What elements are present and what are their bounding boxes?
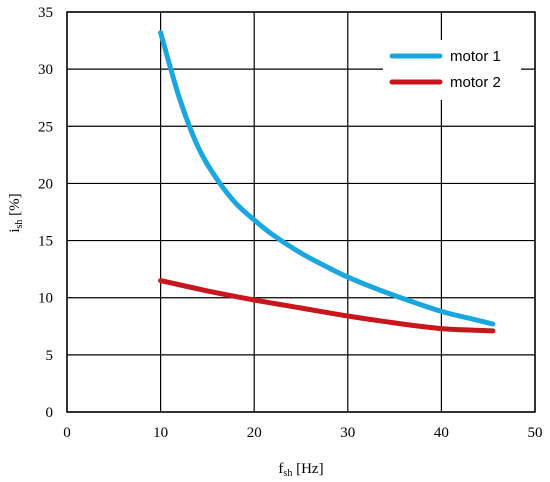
legend-box <box>383 40 521 100</box>
plot-area-frame <box>66 11 536 413</box>
y-axis-title-main: i <box>7 228 23 232</box>
legend: motor 1 motor 2 <box>383 40 521 100</box>
x-tick-label-10: 10 <box>153 425 168 441</box>
x-tick-label-50: 50 <box>528 425 543 441</box>
y-tick-label-20: 20 <box>38 176 53 192</box>
x-axis-title-unit: [Hz] <box>292 461 323 477</box>
y-tick-label-5: 5 <box>46 348 54 364</box>
y-tick-label-15: 15 <box>38 234 53 250</box>
series-line-motor-2 <box>158 278 496 334</box>
series-lines <box>158 30 496 334</box>
x-axis-title-main: f <box>278 461 283 477</box>
y-axis-title-sub: sh <box>14 220 25 229</box>
y-axis-title-unit: [%] <box>7 193 23 219</box>
series-line-motor-1 <box>158 30 496 327</box>
legend-label-motor-2: motor 2 <box>450 74 501 91</box>
x-tick-label-40: 40 <box>434 425 449 441</box>
y-tick-label-30: 30 <box>38 62 53 78</box>
x-tick-label-0: 0 <box>63 425 71 441</box>
legend-label-motor-1: motor 1 <box>450 48 501 65</box>
y-tick-label-25: 25 <box>38 119 53 135</box>
y-tick-labels: 0 5 10 15 20 25 30 35 <box>38 5 53 421</box>
y-tick-label-35: 35 <box>38 5 53 21</box>
x-axis-title-sub: sh <box>283 468 292 479</box>
x-tick-label-20: 20 <box>247 425 262 441</box>
x-tick-labels: 0 10 20 30 40 50 <box>63 425 542 441</box>
x-axis-title: fsh [Hz] <box>278 461 323 479</box>
y-tick-label-0: 0 <box>46 405 54 421</box>
x-tick-label-30: 30 <box>340 425 355 441</box>
y-axis-title: ish [%] <box>7 193 25 232</box>
y-tick-label-10: 10 <box>38 291 53 307</box>
